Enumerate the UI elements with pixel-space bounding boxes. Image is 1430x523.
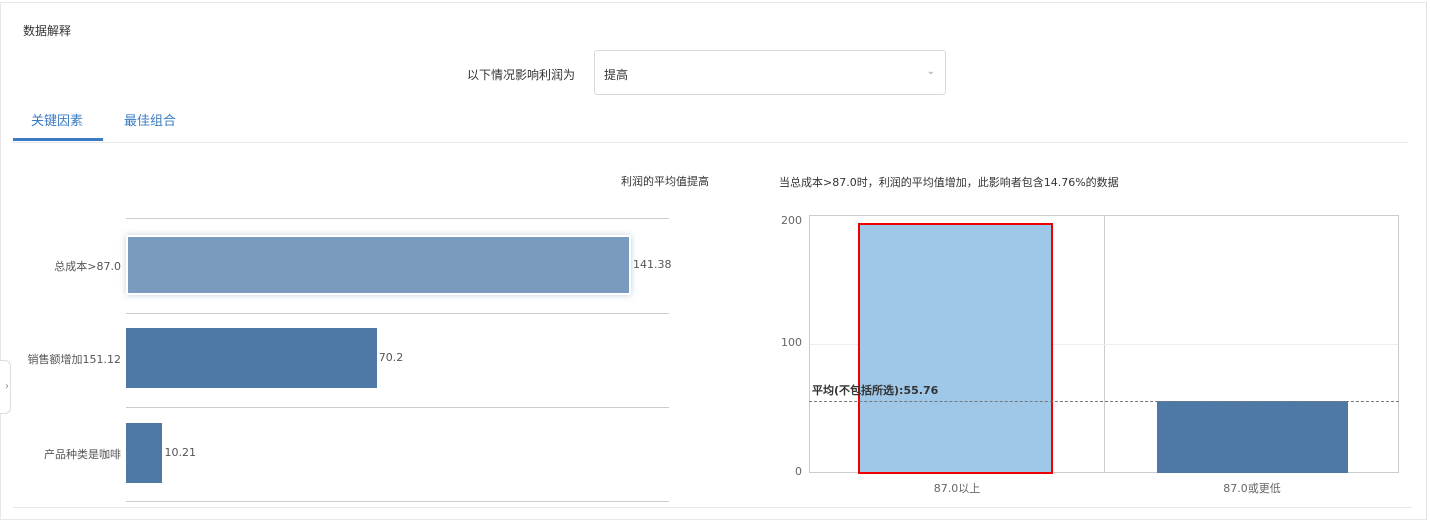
divider: [13, 507, 1412, 508]
column-1[interactable]: [1157, 401, 1348, 473]
left-chart-title: 利润的平均值提高: [621, 175, 709, 188]
select-value: 提高: [604, 68, 629, 82]
row-gridline: [126, 313, 669, 314]
x-tick-label: 87.0以上: [933, 482, 981, 495]
tab-key-factors[interactable]: 关键因素: [31, 114, 84, 129]
y-tick-label: 0: [795, 465, 802, 478]
filter-label: 以下情况影响利润为: [466, 68, 575, 82]
impact-direction-select[interactable]: 提高 ⌄: [594, 50, 946, 95]
row-gridline: [126, 407, 669, 408]
category-label: 产品种类是咖啡: [44, 448, 121, 461]
bar-2[interactable]: [126, 423, 163, 483]
right-chart-title: 当总成本>87.0时，利润的平均值增加，此影响者包含14.76%的数据: [779, 176, 1119, 189]
average-reference-line: [809, 401, 1399, 403]
row-gridline: [126, 218, 669, 219]
chevron-down-icon: ⌄: [926, 66, 935, 77]
average-reference-label: 平均(不包括所选):55.76: [812, 384, 939, 398]
category-label: 总成本>87.0: [54, 260, 121, 273]
tab-best-combination[interactable]: 最佳组合: [124, 114, 177, 129]
category-label: 销售额增加151.12: [27, 353, 122, 366]
column-0[interactable]: [858, 222, 1053, 474]
x-tick-label: 87.0或更低: [1223, 482, 1281, 495]
y-gridline: [810, 344, 1398, 345]
value-label: 10.21: [164, 446, 196, 459]
panel-title: 数据解释: [23, 24, 72, 38]
value-label: 141.38: [633, 258, 672, 271]
y-tick-label: 200: [781, 214, 802, 227]
value-label: 70.2: [378, 351, 404, 364]
row-gridline: [126, 501, 669, 502]
divider: [13, 142, 1408, 143]
collapse-sidebar-handle[interactable]: ›: [0, 360, 11, 414]
y-tick-label: 100: [781, 336, 802, 349]
chevron-right-icon: ›: [5, 381, 9, 392]
bar-0[interactable]: [126, 235, 631, 295]
bar-1[interactable]: [126, 328, 377, 388]
active-tab-indicator: [13, 138, 103, 141]
